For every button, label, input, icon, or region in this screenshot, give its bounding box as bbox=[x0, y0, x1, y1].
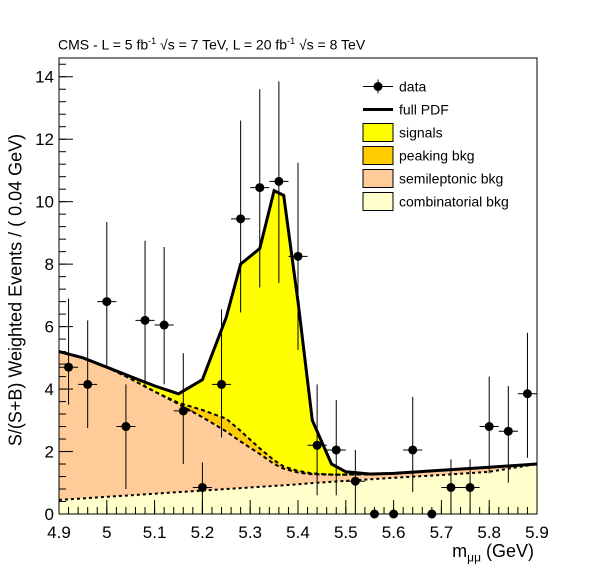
data-marker bbox=[217, 379, 227, 389]
data-point bbox=[288, 162, 308, 351]
legend-label: combinatorial bkg bbox=[399, 194, 509, 210]
legend-label: signals bbox=[399, 125, 443, 141]
data-marker bbox=[503, 426, 513, 436]
data-point bbox=[135, 240, 155, 388]
y-tick-label: 6 bbox=[45, 318, 54, 337]
x-tick-label: 5.1 bbox=[143, 523, 167, 542]
data-marker bbox=[312, 440, 322, 450]
y-axis-title: S/(S+B) Weighted Events / ( 0.04 GeV) bbox=[5, 133, 26, 447]
pdf-curves bbox=[58, 188, 538, 501]
data-point bbox=[250, 89, 270, 288]
data-point bbox=[441, 459, 461, 514]
data-point bbox=[460, 459, 480, 514]
x-axis-title: mμμ (GeV) bbox=[452, 541, 534, 565]
data-marker bbox=[140, 315, 150, 325]
data-marker bbox=[64, 362, 74, 372]
data-marker bbox=[178, 406, 188, 416]
legend-entry: combinatorial bkg bbox=[362, 192, 509, 211]
y-tick-label: 14 bbox=[35, 68, 54, 87]
data-point bbox=[173, 353, 193, 465]
data-point bbox=[59, 298, 79, 405]
x-tick-label: 5.2 bbox=[191, 523, 215, 542]
x-tick-label: 5.7 bbox=[430, 523, 454, 542]
data-points bbox=[59, 81, 537, 519]
data-marker bbox=[293, 251, 303, 261]
y-tick-label: 10 bbox=[35, 193, 54, 212]
combinatorial-bkg-area bbox=[59, 464, 537, 514]
data-point bbox=[231, 120, 251, 313]
data-point bbox=[116, 384, 136, 490]
x-tick-label: 5.3 bbox=[238, 523, 262, 542]
x-tick-label: 5.8 bbox=[477, 523, 501, 542]
x-tick-label: 5 bbox=[102, 523, 111, 542]
x-tick-label: 5.9 bbox=[525, 523, 549, 542]
legend-label: peaking bkg bbox=[399, 148, 475, 164]
x-tick-label: 4.9 bbox=[47, 523, 71, 542]
data-point bbox=[97, 221, 117, 368]
data-point bbox=[403, 396, 423, 493]
data-point bbox=[326, 400, 346, 496]
data-marker bbox=[102, 297, 112, 307]
legend-entry: signals bbox=[362, 123, 443, 142]
y-tick-label: 2 bbox=[45, 443, 54, 462]
data-point bbox=[78, 320, 98, 429]
data-point bbox=[154, 246, 174, 385]
data-marker bbox=[484, 422, 494, 432]
chart-title: CMS - L = 5 fb-1 √s = 7 TeV, L = 20 fb-1… bbox=[58, 36, 366, 53]
x-tick-label: 5.4 bbox=[286, 523, 310, 542]
legend-data-marker bbox=[373, 82, 383, 91]
data-marker bbox=[446, 482, 456, 492]
legend-swatch bbox=[362, 123, 394, 142]
legend-entry: full PDF bbox=[363, 102, 449, 118]
data-point bbox=[211, 309, 232, 438]
legend-entry: data bbox=[363, 79, 426, 95]
legend-entry: semileptonic bkg bbox=[362, 169, 503, 188]
legend-label: full PDF bbox=[399, 102, 449, 118]
data-marker bbox=[350, 476, 360, 486]
legend-label: semileptonic bkg bbox=[399, 171, 503, 187]
y-tick-label: 12 bbox=[35, 130, 54, 149]
data-point bbox=[517, 332, 537, 458]
data-point bbox=[479, 376, 499, 474]
x-tick-label: 5.5 bbox=[334, 523, 358, 542]
data-marker bbox=[331, 445, 341, 455]
data-marker bbox=[121, 422, 131, 432]
data-marker bbox=[83, 379, 93, 389]
data-marker bbox=[274, 176, 284, 186]
data-marker bbox=[159, 320, 169, 330]
data-marker bbox=[255, 183, 265, 193]
combinatorial-curve bbox=[58, 463, 538, 501]
x-tick-label: 5.6 bbox=[382, 523, 406, 542]
data-point bbox=[498, 385, 518, 483]
legend-swatch bbox=[362, 169, 394, 188]
legend-swatch bbox=[362, 192, 394, 211]
legend-label: data bbox=[399, 79, 426, 95]
data-point bbox=[307, 384, 327, 496]
y-tick-label: 0 bbox=[45, 505, 54, 524]
data-marker bbox=[522, 389, 532, 399]
data-point bbox=[269, 81, 289, 283]
legend-entry: peaking bkg bbox=[362, 146, 475, 165]
data-marker bbox=[465, 482, 475, 492]
semileptonic-bkg-area bbox=[59, 351, 537, 500]
data-marker bbox=[236, 214, 246, 224]
data-marker bbox=[197, 482, 207, 492]
data-marker bbox=[408, 445, 418, 455]
y-tick-label: 8 bbox=[45, 255, 54, 274]
data-point bbox=[345, 449, 365, 508]
legend: data full PDF signals peaking bkg semilepton… bbox=[362, 79, 509, 211]
full-pdf-curve bbox=[58, 188, 538, 476]
axis-ticks: 4.9 5 5.1 5.2 5.3 5.4 5.5 5.6 5.7 5.8 5.9 0 2 4 6 8 10 12… bbox=[35, 63, 549, 542]
y-tick-label: 4 bbox=[45, 380, 54, 399]
legend-swatch bbox=[362, 146, 394, 165]
